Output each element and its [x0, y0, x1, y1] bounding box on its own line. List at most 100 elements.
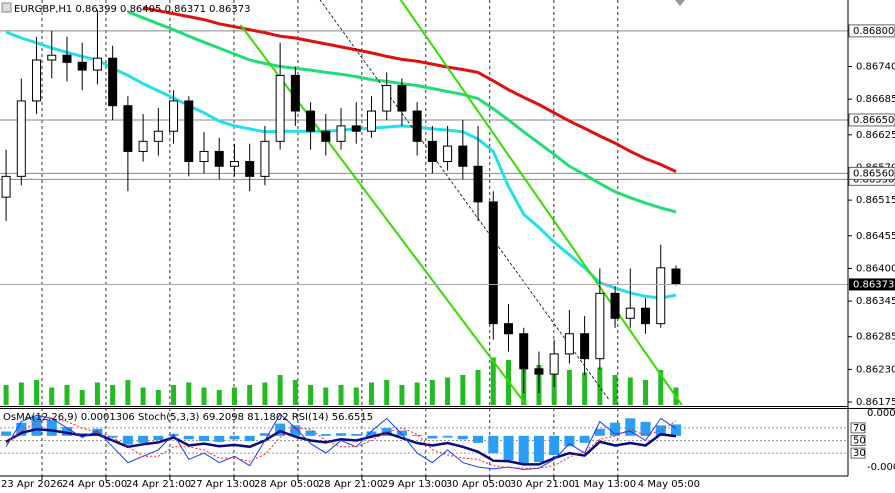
x-tick-label: 30 Apr 21:00 [510, 479, 575, 490]
candle-body [153, 130, 163, 142]
candle-body [580, 333, 590, 360]
level-box [850, 422, 866, 434]
volume-bar [140, 387, 146, 405]
volume-bar [384, 380, 390, 405]
y-tick-label: 0.86345 [856, 296, 895, 307]
level-label: 30 [853, 448, 866, 459]
osma-bar [92, 428, 103, 436]
volume-bar [247, 385, 253, 405]
volume-bar [64, 385, 70, 405]
candle-body [397, 85, 407, 112]
y-tick-label: 0.86685 [856, 94, 895, 105]
y-tick-label: 0.86455 [856, 231, 895, 242]
moving-average [142, 6, 677, 173]
candle-body [138, 140, 148, 152]
x-tick-label: 24 Apr 05:00 [62, 479, 127, 490]
osma-bar [427, 435, 438, 439]
candle-body [92, 57, 102, 71]
osma-bar [533, 435, 544, 463]
osma-bar [138, 435, 149, 443]
volume-bar [566, 370, 572, 405]
osma-label: OsMA(12,26,9) [3, 412, 78, 423]
candle-body [564, 333, 574, 355]
osma-bar [366, 431, 377, 436]
osma-bar [610, 422, 621, 436]
current-price-box [849, 278, 895, 291]
osma-bar [579, 435, 590, 443]
trend-line [239, 24, 528, 405]
x-tick-label: 29 Apr 13:00 [382, 479, 447, 490]
osma-bar [396, 430, 407, 436]
level-label: 50 [853, 436, 866, 447]
volume-bar [79, 390, 85, 405]
candle-body [488, 201, 498, 325]
osma-bar [457, 435, 468, 440]
osma-bar [625, 418, 636, 436]
osma-tick-label: 0.000307 [867, 408, 895, 419]
price-line-label: 0.86800 [853, 26, 894, 37]
candle-body [610, 292, 620, 319]
price-line-box [848, 166, 895, 180]
candle-body [519, 333, 529, 370]
candle-body [671, 268, 681, 285]
volume-bar [308, 385, 314, 405]
osma-bar [290, 425, 301, 436]
candle-body [351, 125, 361, 132]
volume-bar [18, 382, 24, 405]
osma-bar [259, 433, 270, 436]
volume-bar [323, 387, 329, 405]
volume-bar [445, 377, 451, 405]
volume-bar [216, 390, 222, 405]
osma-bar [351, 434, 362, 436]
volume-bar [597, 367, 603, 405]
osma-bar [594, 428, 605, 436]
candle-body [275, 74, 285, 142]
candle-body [306, 110, 316, 132]
osma-bar [305, 430, 316, 436]
level-box [850, 435, 866, 446]
x-tick-label: 4 May 05:00 [638, 479, 700, 490]
osma-bar [320, 434, 331, 436]
osma-bar [153, 435, 164, 441]
candle-body [245, 161, 255, 177]
candle-body [260, 140, 270, 177]
candle-body [625, 307, 635, 319]
candle-body [214, 150, 224, 167]
candle-body [290, 74, 300, 112]
candle-body [123, 105, 133, 152]
candle-body [458, 145, 468, 167]
y-tick-label: 0.86400 [856, 263, 895, 274]
chart-header: EURGBP,H1 0.86399 0.86405 0.86371 0.8637… [14, 4, 250, 15]
candle-body [108, 57, 118, 107]
y-tick-label: 0.86175 [856, 397, 895, 408]
volume-bar [414, 382, 420, 405]
level-box [850, 447, 866, 459]
candle-body [16, 100, 26, 177]
osma-bar [488, 435, 499, 454]
stoch-signal-value: 81.1802 [247, 412, 288, 423]
price-line-box [848, 24, 895, 38]
quote-close: 0.86373 [209, 4, 250, 15]
osma-bar [640, 421, 651, 436]
osma-bar [244, 435, 255, 442]
candle-body [47, 54, 57, 61]
volume-bar [475, 370, 481, 405]
volume-bar [201, 387, 207, 405]
chart-title: EURGBP,H1 [14, 4, 72, 15]
osma-bar [31, 416, 42, 436]
candle-body [412, 110, 422, 142]
osma-bar [122, 435, 133, 445]
osma-bar [61, 427, 72, 436]
rsi-line [5, 427, 677, 466]
quote-low: 0.86371 [165, 4, 206, 15]
candle-body [534, 368, 544, 375]
candle-body [184, 100, 194, 163]
price-line-label: 0.86650 [853, 115, 894, 126]
volume-bar [3, 385, 9, 405]
rsi-label: RSI(14) [292, 412, 329, 423]
quote-high: 0.86405 [120, 4, 161, 15]
volume-bar [338, 385, 344, 405]
osma-bar [199, 435, 210, 442]
